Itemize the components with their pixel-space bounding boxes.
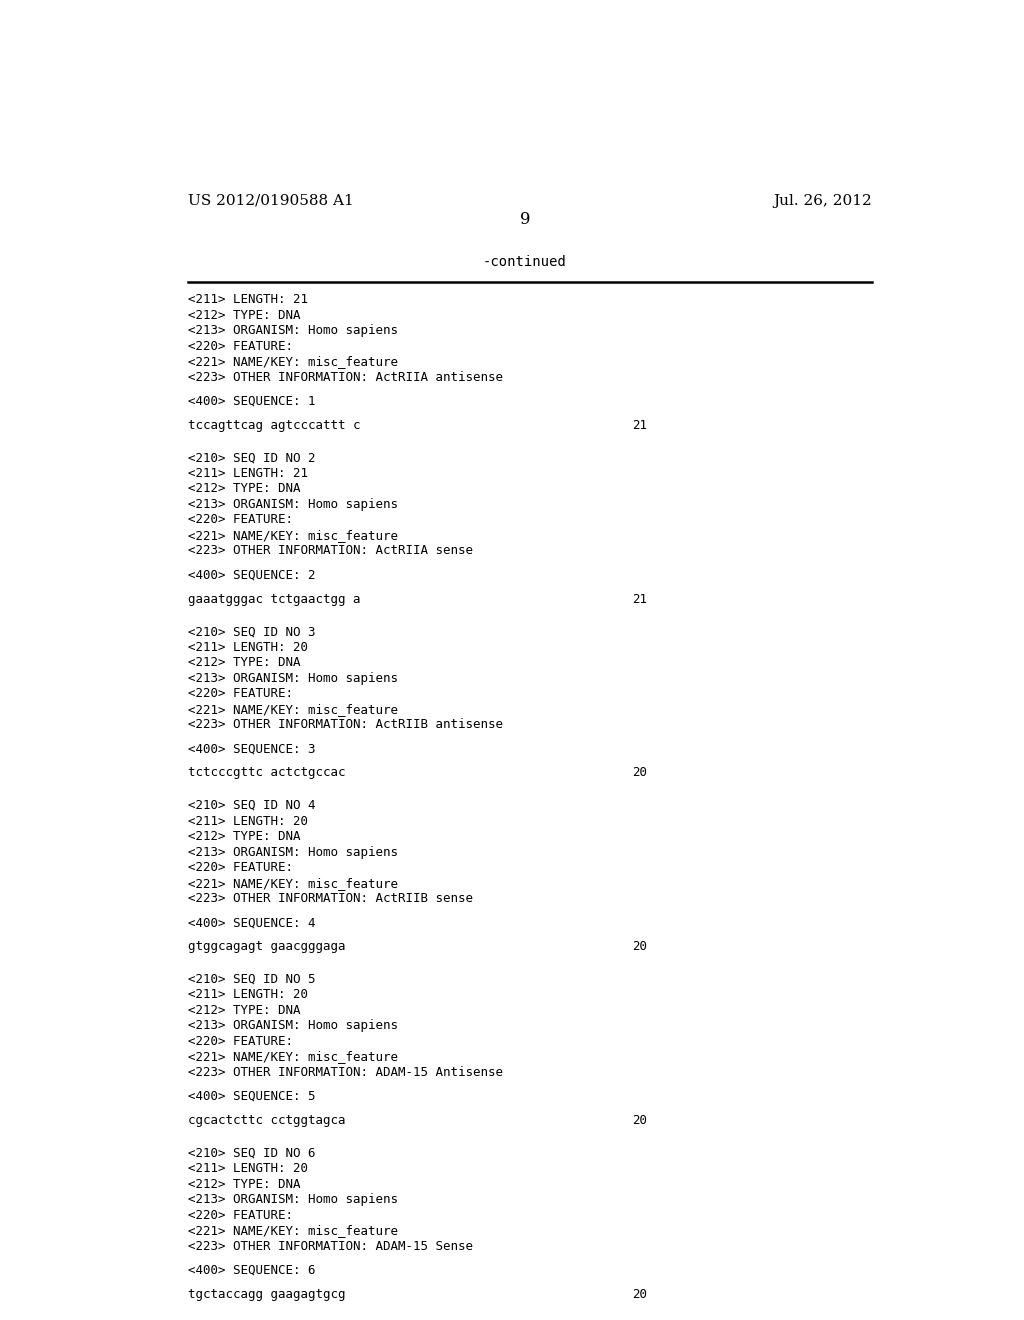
Text: US 2012/0190588 A1: US 2012/0190588 A1 [187,194,353,207]
Text: <210> SEQ ID NO 5: <210> SEQ ID NO 5 [187,973,315,986]
Text: <211> LENGTH: 21: <211> LENGTH: 21 [187,467,307,480]
Text: <212> TYPE: DNA: <212> TYPE: DNA [187,1003,300,1016]
Text: tccagttcag agtcccattt c: tccagttcag agtcccattt c [187,418,360,432]
Text: <212> TYPE: DNA: <212> TYPE: DNA [187,309,300,322]
Text: <400> SEQUENCE: 2: <400> SEQUENCE: 2 [187,569,315,582]
Text: <213> ORGANISM: Homo sapiens: <213> ORGANISM: Homo sapiens [187,1019,397,1032]
Text: -continued: -continued [483,255,566,269]
Text: <223> OTHER INFORMATION: ActRIIB sense: <223> OTHER INFORMATION: ActRIIB sense [187,892,473,906]
Text: <212> TYPE: DNA: <212> TYPE: DNA [187,482,300,495]
Text: <213> ORGANISM: Homo sapiens: <213> ORGANISM: Homo sapiens [187,325,397,337]
Text: <220> FEATURE:: <220> FEATURE: [187,339,293,352]
Text: <211> LENGTH: 20: <211> LENGTH: 20 [187,814,307,828]
Text: gaaatgggac tctgaactgg a: gaaatgggac tctgaactgg a [187,593,360,606]
Text: <221> NAME/KEY: misc_feature: <221> NAME/KEY: misc_feature [187,355,397,368]
Text: <223> OTHER INFORMATION: ADAM-15 Sense: <223> OTHER INFORMATION: ADAM-15 Sense [187,1239,473,1253]
Text: <400> SEQUENCE: 6: <400> SEQUENCE: 6 [187,1263,315,1276]
Text: <400> SEQUENCE: 1: <400> SEQUENCE: 1 [187,395,315,408]
Text: <212> TYPE: DNA: <212> TYPE: DNA [187,656,300,669]
Text: <400> SEQUENCE: 3: <400> SEQUENCE: 3 [187,742,315,755]
Text: <212> TYPE: DNA: <212> TYPE: DNA [187,1177,300,1191]
Text: <223> OTHER INFORMATION: ActRIIA antisense: <223> OTHER INFORMATION: ActRIIA antisen… [187,371,503,384]
Text: <400> SEQUENCE: 4: <400> SEQUENCE: 4 [187,916,315,929]
Text: <213> ORGANISM: Homo sapiens: <213> ORGANISM: Homo sapiens [187,672,397,685]
Text: 20: 20 [632,940,647,953]
Text: <213> ORGANISM: Homo sapiens: <213> ORGANISM: Homo sapiens [187,498,397,511]
Text: 20: 20 [632,1288,647,1300]
Text: <211> LENGTH: 21: <211> LENGTH: 21 [187,293,307,306]
Text: 21: 21 [632,593,647,606]
Text: <221> NAME/KEY: misc_feature: <221> NAME/KEY: misc_feature [187,702,397,715]
Text: <221> NAME/KEY: misc_feature: <221> NAME/KEY: misc_feature [187,876,397,890]
Text: <210> SEQ ID NO 4: <210> SEQ ID NO 4 [187,799,315,812]
Text: Jul. 26, 2012: Jul. 26, 2012 [773,194,872,207]
Text: <400> SEQUENCE: 5: <400> SEQUENCE: 5 [187,1090,315,1104]
Text: <220> FEATURE:: <220> FEATURE: [187,688,293,700]
Text: <220> FEATURE:: <220> FEATURE: [187,1209,293,1221]
Text: <220> FEATURE:: <220> FEATURE: [187,513,293,527]
Text: <220> FEATURE:: <220> FEATURE: [187,861,293,874]
Text: gtggcagagt gaacgggaga: gtggcagagt gaacgggaga [187,940,345,953]
Text: <220> FEATURE:: <220> FEATURE: [187,1035,293,1048]
Text: cgcactcttc cctggtagca: cgcactcttc cctggtagca [187,1114,345,1127]
Text: <221> NAME/KEY: misc_feature: <221> NAME/KEY: misc_feature [187,1224,397,1237]
Text: 20: 20 [632,767,647,779]
Text: <210> SEQ ID NO 6: <210> SEQ ID NO 6 [187,1147,315,1159]
Text: <221> NAME/KEY: misc_feature: <221> NAME/KEY: misc_feature [187,529,397,543]
Text: <221> NAME/KEY: misc_feature: <221> NAME/KEY: misc_feature [187,1051,397,1064]
Text: 21: 21 [632,418,647,432]
Text: 9: 9 [519,211,530,228]
Text: tctcccgttc actctgccac: tctcccgttc actctgccac [187,767,345,779]
Text: <223> OTHER INFORMATION: ActRIIA sense: <223> OTHER INFORMATION: ActRIIA sense [187,544,473,557]
Text: <211> LENGTH: 20: <211> LENGTH: 20 [187,989,307,1002]
Text: tgctaccagg gaagagtgcg: tgctaccagg gaagagtgcg [187,1288,345,1300]
Text: <213> ORGANISM: Homo sapiens: <213> ORGANISM: Homo sapiens [187,846,397,858]
Text: <223> OTHER INFORMATION: ADAM-15 Antisense: <223> OTHER INFORMATION: ADAM-15 Antisen… [187,1065,503,1078]
Text: <211> LENGTH: 20: <211> LENGTH: 20 [187,640,307,653]
Text: <213> ORGANISM: Homo sapiens: <213> ORGANISM: Homo sapiens [187,1193,397,1206]
Text: <210> SEQ ID NO 2: <210> SEQ ID NO 2 [187,451,315,465]
Text: <212> TYPE: DNA: <212> TYPE: DNA [187,830,300,843]
Text: <210> SEQ ID NO 3: <210> SEQ ID NO 3 [187,626,315,638]
Text: <223> OTHER INFORMATION: ActRIIB antisense: <223> OTHER INFORMATION: ActRIIB antisen… [187,718,503,731]
Text: <211> LENGTH: 20: <211> LENGTH: 20 [187,1162,307,1175]
Text: 20: 20 [632,1114,647,1127]
